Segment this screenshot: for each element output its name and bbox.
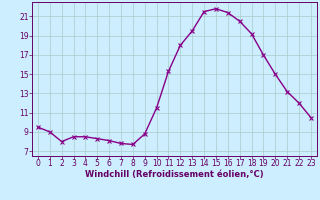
X-axis label: Windchill (Refroidissement éolien,°C): Windchill (Refroidissement éolien,°C) — [85, 170, 264, 179]
